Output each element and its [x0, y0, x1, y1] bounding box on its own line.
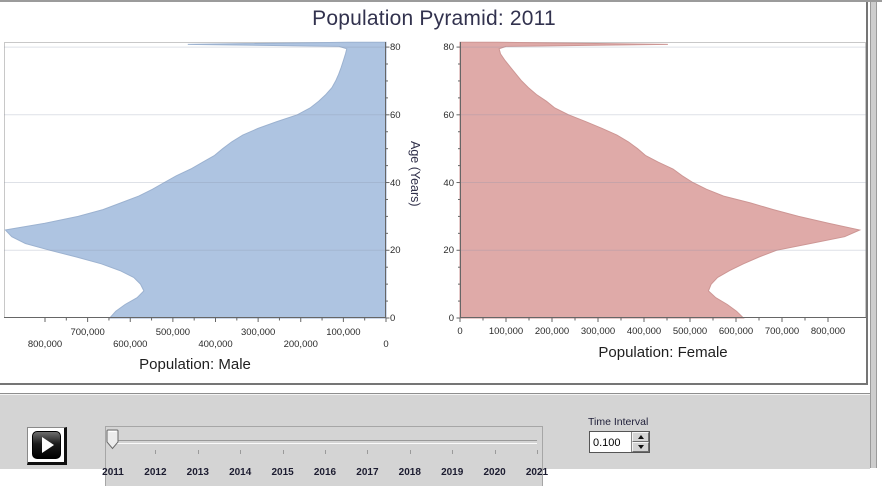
play-button[interactable] — [27, 427, 67, 465]
spinner-down-button[interactable] — [632, 442, 649, 452]
time-interval-input[interactable] — [590, 432, 631, 452]
slider-year-label: 2013 — [186, 467, 209, 478]
slider-year-label: 2020 — [483, 467, 506, 478]
window-right-edge — [870, 2, 877, 468]
male-axis-title: Population: Male — [139, 356, 251, 373]
slider-tick — [409, 450, 411, 454]
slider-year-label: 2015 — [271, 467, 294, 478]
age-axis-title: Age (Years) — [408, 141, 422, 207]
up-arrow-icon — [637, 435, 644, 439]
window-top-border — [0, 0, 882, 2]
slider-year-label: 2012 — [144, 467, 167, 478]
slider-year-label: 2017 — [356, 467, 379, 478]
spinner-up-button[interactable] — [632, 432, 649, 442]
slider-year-label: 2014 — [229, 467, 252, 478]
slider-year-label: 2018 — [398, 467, 421, 478]
year-slider-thumb[interactable] — [106, 429, 119, 450]
female-pyramid-plot — [456, 41, 866, 322]
slider-tick — [155, 450, 157, 454]
slider-year-label: 2016 — [313, 467, 337, 478]
chart-title: Population Pyramid: 2011 — [312, 7, 556, 30]
time-interval-spinner — [631, 432, 649, 452]
time-interval-spinbox — [589, 431, 650, 453]
slider-tick — [494, 450, 496, 454]
slider-year-label: 2019 — [441, 467, 464, 478]
slider-year-label: 2021 — [525, 467, 549, 478]
slider-tick — [197, 450, 199, 454]
year-slider-track[interactable] — [112, 440, 537, 444]
slider-tick — [325, 450, 326, 454]
play-icon — [32, 431, 61, 459]
slider-tick — [282, 450, 284, 454]
female-axis-title: Population: Female — [598, 344, 728, 361]
slider-tick — [452, 450, 454, 454]
slider-tick — [537, 450, 538, 454]
slider-tick — [240, 450, 242, 454]
slider-tick — [367, 450, 369, 454]
year-slider[interactable] — [105, 426, 543, 486]
slider-year-label: 2011 — [102, 467, 124, 478]
time-interval-label: Time Interval — [588, 416, 649, 428]
down-arrow-icon — [637, 445, 644, 449]
male-pyramid-plot — [4, 41, 390, 322]
